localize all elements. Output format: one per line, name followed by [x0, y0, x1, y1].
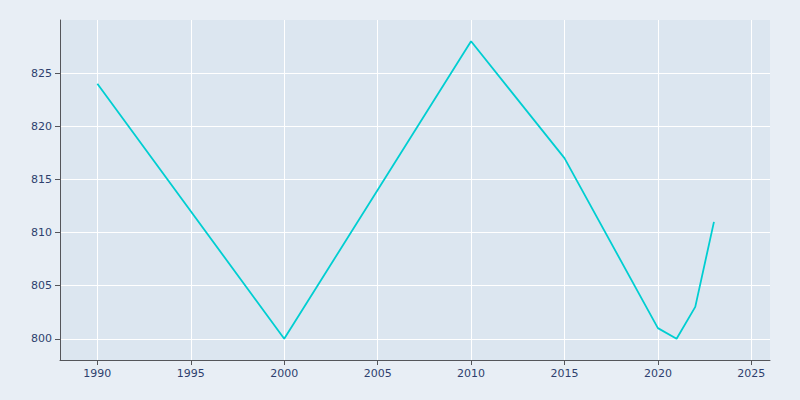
svg-text:2005: 2005: [364, 367, 392, 380]
svg-text:810: 810: [31, 226, 52, 239]
svg-text:815: 815: [31, 173, 52, 186]
svg-text:1990: 1990: [83, 367, 111, 380]
svg-text:805: 805: [31, 279, 52, 292]
svg-text:800: 800: [31, 332, 52, 345]
svg-text:2020: 2020: [644, 367, 672, 380]
svg-text:820: 820: [31, 120, 52, 133]
svg-text:2010: 2010: [457, 367, 485, 380]
svg-text:1995: 1995: [177, 367, 205, 380]
svg-text:825: 825: [31, 67, 52, 80]
svg-text:2025: 2025: [737, 367, 765, 380]
svg-text:2015: 2015: [550, 367, 578, 380]
svg-text:2000: 2000: [270, 367, 298, 380]
